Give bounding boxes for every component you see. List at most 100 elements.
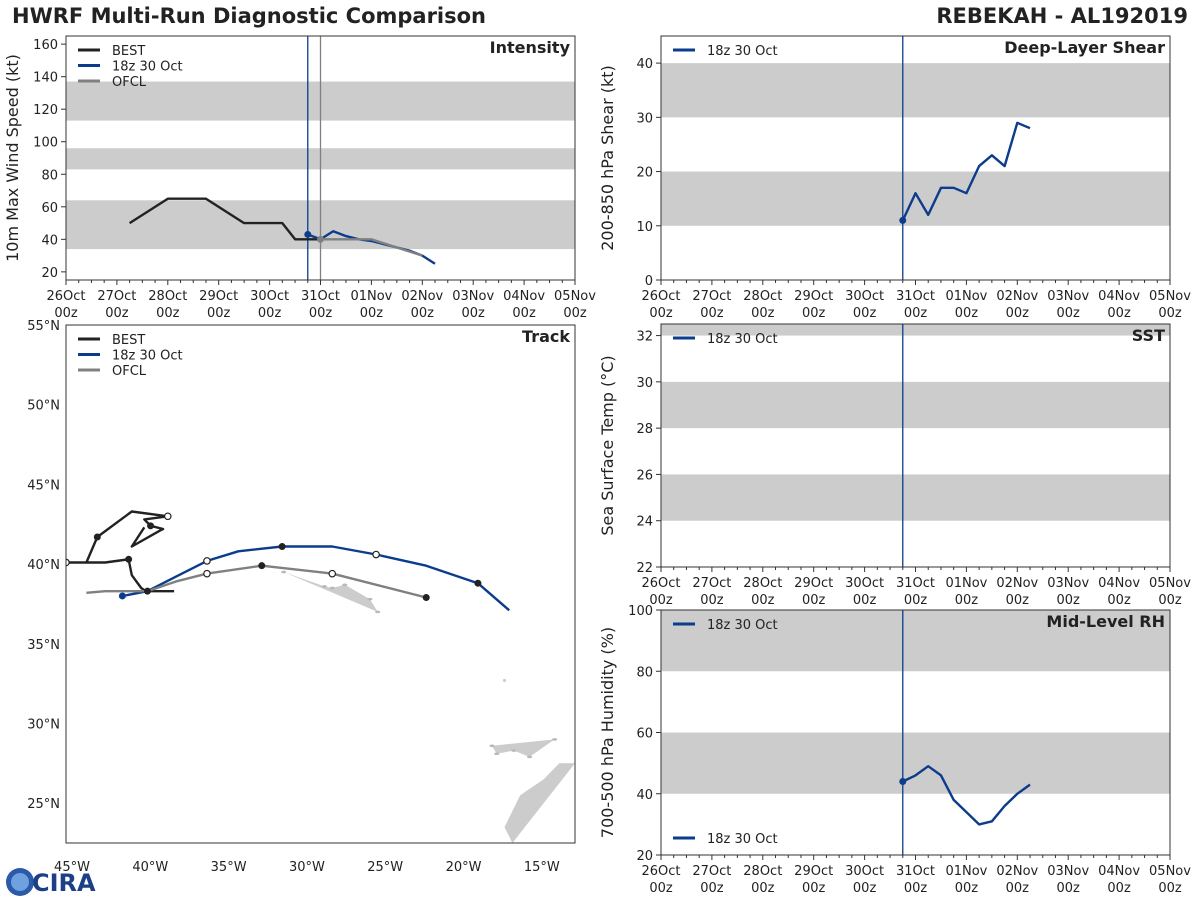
intensity-ytick-label: 80 xyxy=(41,168,58,183)
island-azores xyxy=(329,586,335,590)
intensity-ytick-label: 60 xyxy=(41,201,58,216)
intensity-series-2 xyxy=(320,238,423,257)
intensity-legend-label: 18z 30 Oct xyxy=(112,60,183,75)
intensity-ytick-label: 20 xyxy=(41,266,58,281)
intensity-ytick-label: 120 xyxy=(33,103,58,118)
intensity-plot-area xyxy=(66,36,575,280)
shear-band-0 xyxy=(661,171,1170,226)
intensity-xtick-date: 02Nov xyxy=(401,289,443,304)
track-point-filled xyxy=(147,522,155,530)
track-point-open xyxy=(203,557,211,565)
track-point-filled xyxy=(258,562,266,570)
intensity-xtick-date: 27Oct xyxy=(97,289,136,304)
shear-panel: 0 10 20 30 40 26Oct 00z 27Oct 00z 28Oct 00z 29Oct 00… xyxy=(598,35,1191,321)
shear-xtick-hour: 00z xyxy=(1107,306,1131,321)
rh-ytick-label: 60 xyxy=(636,727,653,742)
shear-xtick-hour: 00z xyxy=(751,306,775,321)
rh-ytick-label: 20 xyxy=(636,849,653,864)
rh-legend-label: 18z 30 Oct xyxy=(707,832,778,847)
intensity-xtick-hour: 00z xyxy=(105,306,129,321)
sst-xtick-date: 05Nov xyxy=(1149,576,1191,591)
track-legend-label: 18z 30 Oct xyxy=(112,349,183,364)
storm-title: REBEKAH - AL192019 xyxy=(936,4,1188,28)
rh-xtick-date: 03Nov xyxy=(1047,864,1089,879)
shear-xtick-hour: 00z xyxy=(1006,306,1030,321)
track-lat-label: 45°N xyxy=(27,478,60,493)
rh-xtick-date: 29Oct xyxy=(794,864,833,879)
intensity-panel: 20 40 60 80 100 120 140 160 26Oct 00z 27Oct 00z 28Oc… xyxy=(3,35,596,321)
shear-xtick-date: 28Oct xyxy=(743,289,782,304)
shear-xtick-date: 30Oct xyxy=(845,289,884,304)
sst-frame xyxy=(660,323,1171,568)
sst-xtick-date: 31Oct xyxy=(896,576,935,591)
intensity-ylabel: 10m Max Wind Speed (kt) xyxy=(3,54,22,262)
page-title: HWRF Multi-Run Diagnostic Comparison xyxy=(12,4,487,28)
shear-xtick-date: 27Oct xyxy=(692,289,731,304)
intensity-ytick-label: 40 xyxy=(41,233,58,248)
sst-ytick-label: 32 xyxy=(636,330,653,345)
track-lon-label: 20°W xyxy=(446,860,482,875)
intensity-xtick-date: 01Nov xyxy=(350,289,392,304)
shear-series-0-init-point xyxy=(899,216,907,224)
sst-xtick-hour: 00z xyxy=(1057,593,1081,608)
island-azores xyxy=(281,570,287,574)
shear-plot-area xyxy=(661,36,1170,280)
track-lon-label: 15°W xyxy=(524,860,560,875)
intensity-series-1-init-point xyxy=(304,230,312,238)
track-lat-label: 25°N xyxy=(27,797,60,812)
shear-xtick-hour: 00z xyxy=(904,306,928,321)
shear-ylabel: 200-850 hPa Shear (kt) xyxy=(598,65,617,251)
sst-band-2 xyxy=(661,324,1170,336)
intensity-xtick-date: 04Nov xyxy=(503,289,545,304)
rh-xtick-hour: 00z xyxy=(700,881,724,896)
track-lon-label: 40°W xyxy=(132,860,168,875)
sst-ytick-label: 22 xyxy=(636,561,653,576)
shear-ytick-label: 40 xyxy=(636,57,653,72)
intensity-xtick-hour: 00z xyxy=(309,306,333,321)
shear-xtick-hour: 00z xyxy=(700,306,724,321)
intensity-xtick-hour: 00z xyxy=(512,306,536,321)
shear-ytick-label: 10 xyxy=(636,220,653,235)
rh-xtick-hour: 00z xyxy=(649,881,673,896)
track-lon-label: 25°W xyxy=(367,860,403,875)
track-lon-label: 35°W xyxy=(211,860,247,875)
land-madeira xyxy=(502,678,507,683)
track-point-open xyxy=(66,558,70,567)
track-lat-label: 35°N xyxy=(27,638,60,653)
shear-xtick-date: 04Nov xyxy=(1098,289,1140,304)
intensity-xtick-hour: 00z xyxy=(207,306,231,321)
sst-title: SST xyxy=(1132,326,1165,345)
track-series-1 xyxy=(122,545,510,612)
sst-xtick-hour: 00z xyxy=(1107,593,1131,608)
sst-xtick-date: 01Nov xyxy=(945,576,987,591)
track-point-filled xyxy=(474,579,482,587)
sst-xtick-hour: 00z xyxy=(1006,593,1030,608)
rh-ylabel: 700-500 hPa Humidity (%) xyxy=(598,627,617,838)
rh-xtick-hour: 00z xyxy=(853,881,877,896)
track-lon-label: 45°W xyxy=(54,860,90,875)
shear-xtick-hour: 00z xyxy=(1158,306,1182,321)
cira-logo: CIRA xyxy=(6,868,96,897)
sst-xtick-date: 29Oct xyxy=(794,576,833,591)
track-point-open xyxy=(164,512,172,521)
sst-ytick-label: 26 xyxy=(636,468,653,483)
sst-xtick-date: 04Nov xyxy=(1098,576,1140,591)
track-point-open xyxy=(328,569,337,578)
sst-ytick-label: 30 xyxy=(636,376,653,391)
sst-xtick-date: 30Oct xyxy=(845,576,884,591)
rh-xtick-date: 02Nov xyxy=(996,864,1038,879)
sst-legend-label: 18z 30 Oct xyxy=(707,332,778,347)
shear-xtick-date: 31Oct xyxy=(896,289,935,304)
land-africa-coast xyxy=(504,763,575,843)
track-title: Track xyxy=(522,327,570,346)
shear-title: Deep-Layer Shear xyxy=(1004,38,1165,57)
shear-legend-label: 18z 30 Oct xyxy=(707,44,778,59)
shear-series-0 xyxy=(901,121,1031,221)
intensity-xtick-hour: 00z xyxy=(54,306,78,321)
rh-series-0-init-point xyxy=(899,778,907,785)
rh-band-0 xyxy=(661,732,1170,794)
rh-legend-label: 18z 30 Oct xyxy=(707,618,778,633)
track-plot-area xyxy=(66,510,575,843)
sst-xtick-date: 26Oct xyxy=(641,576,680,591)
intensity-xtick-hour: 00z xyxy=(411,306,435,321)
